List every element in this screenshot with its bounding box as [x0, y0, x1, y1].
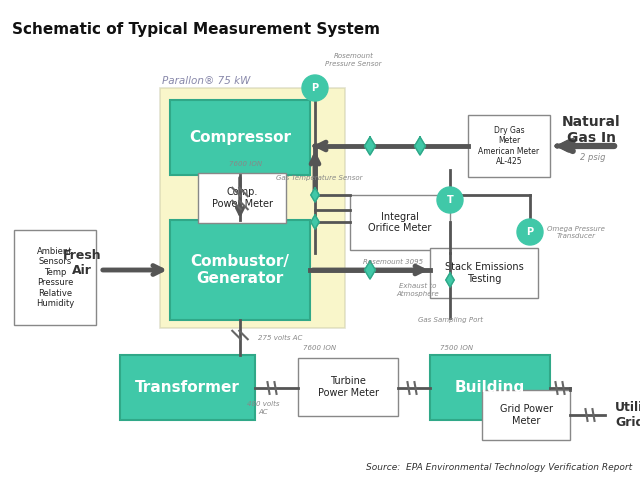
Polygon shape	[446, 273, 454, 287]
FancyBboxPatch shape	[350, 195, 450, 250]
FancyBboxPatch shape	[14, 230, 96, 325]
Text: Exhaust to
Atmosphere: Exhaust to Atmosphere	[397, 283, 439, 297]
Polygon shape	[365, 261, 376, 279]
FancyBboxPatch shape	[430, 248, 538, 298]
Text: T: T	[447, 195, 453, 205]
Polygon shape	[415, 137, 426, 155]
FancyBboxPatch shape	[170, 100, 310, 175]
FancyBboxPatch shape	[482, 390, 570, 440]
Text: Schematic of Typical Measurement System: Schematic of Typical Measurement System	[12, 22, 380, 37]
FancyBboxPatch shape	[298, 358, 398, 416]
Text: Utility
Grid: Utility Grid	[615, 401, 640, 429]
Text: 7500 ION: 7500 ION	[440, 345, 473, 351]
FancyBboxPatch shape	[198, 173, 286, 223]
Polygon shape	[311, 188, 319, 202]
Text: Parallon® 75 kW: Parallon® 75 kW	[162, 76, 250, 86]
Text: Rosemount
Pressure Sensor: Rosemount Pressure Sensor	[325, 53, 381, 67]
Text: Compressor: Compressor	[189, 130, 291, 145]
Text: Transformer: Transformer	[135, 380, 240, 395]
Circle shape	[517, 219, 543, 245]
Text: Integral
Orifice Meter: Integral Orifice Meter	[368, 212, 432, 233]
FancyBboxPatch shape	[468, 115, 550, 177]
Circle shape	[437, 187, 463, 213]
Text: 2 psig: 2 psig	[580, 154, 605, 163]
Text: Natural
Gas In: Natural Gas In	[562, 115, 621, 145]
Text: Grid Power
Meter: Grid Power Meter	[499, 404, 552, 426]
Text: Building: Building	[455, 380, 525, 395]
Text: 480 volts
AC: 480 volts AC	[247, 401, 279, 415]
Polygon shape	[365, 137, 376, 155]
Text: 7600 ION: 7600 ION	[303, 345, 336, 351]
FancyBboxPatch shape	[160, 88, 345, 328]
Text: Omega Pressure
Transducer: Omega Pressure Transducer	[547, 226, 605, 239]
Text: 7600 ION: 7600 ION	[229, 161, 262, 167]
Text: Dry Gas
Meter
American Meter
AL-425: Dry Gas Meter American Meter AL-425	[479, 126, 540, 166]
Text: Turbine
Power Meter: Turbine Power Meter	[317, 376, 378, 398]
Text: P: P	[312, 83, 319, 93]
Text: Source:  EPA Environmental Technology Verification Report: Source: EPA Environmental Technology Ver…	[366, 463, 632, 472]
Text: Ambient
Sensors
Temp
Pressure
Relative
Humidity: Ambient Sensors Temp Pressure Relative H…	[36, 247, 74, 308]
Text: Gas Temperature Sensor: Gas Temperature Sensor	[276, 175, 363, 181]
FancyBboxPatch shape	[170, 220, 310, 320]
Text: P: P	[527, 227, 534, 237]
Text: Rosemount 3095: Rosemount 3095	[363, 259, 423, 265]
Polygon shape	[311, 215, 319, 229]
Text: Stack Emissions
Testing: Stack Emissions Testing	[445, 262, 524, 284]
Text: Fresh
Air: Fresh Air	[63, 249, 101, 277]
Text: Gas Sampling Port: Gas Sampling Port	[417, 317, 483, 323]
Text: Comp.
Power Meter: Comp. Power Meter	[211, 187, 273, 209]
FancyBboxPatch shape	[120, 355, 255, 420]
Circle shape	[302, 75, 328, 101]
Text: 275 volts AC: 275 volts AC	[258, 335, 302, 341]
FancyBboxPatch shape	[430, 355, 550, 420]
Text: Combustor/
Generator: Combustor/ Generator	[191, 254, 289, 286]
